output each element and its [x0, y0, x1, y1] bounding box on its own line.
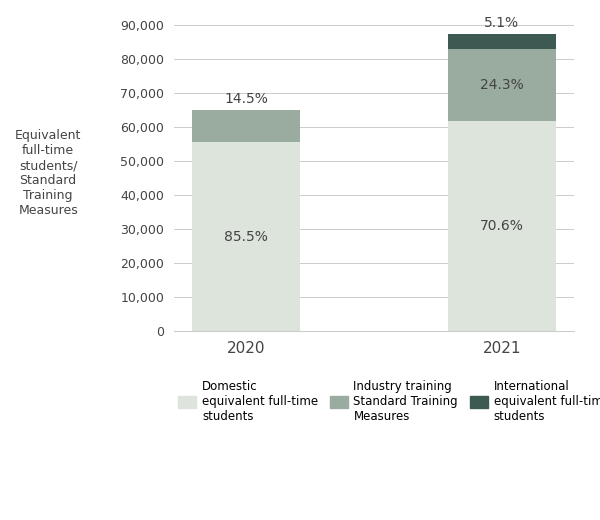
Bar	[193, 142, 300, 331]
Bar	[448, 121, 556, 331]
Text: 85.5%: 85.5%	[224, 230, 268, 243]
Legend: Domestic
equivalent full-time
students, Industry training
Standard Training
Meas: Domestic equivalent full-time students, …	[173, 375, 600, 427]
Bar	[448, 34, 556, 49]
Text: 70.6%: 70.6%	[480, 219, 524, 233]
Bar	[448, 49, 556, 121]
Text: 24.3%: 24.3%	[480, 78, 524, 92]
Text: 5.1%: 5.1%	[484, 16, 520, 30]
Text: 14.5%: 14.5%	[224, 92, 268, 106]
Y-axis label: Equivalent
full-time
students/
Standard
Training
Measures: Equivalent full-time students/ Standard …	[15, 129, 82, 217]
Bar	[193, 110, 300, 142]
